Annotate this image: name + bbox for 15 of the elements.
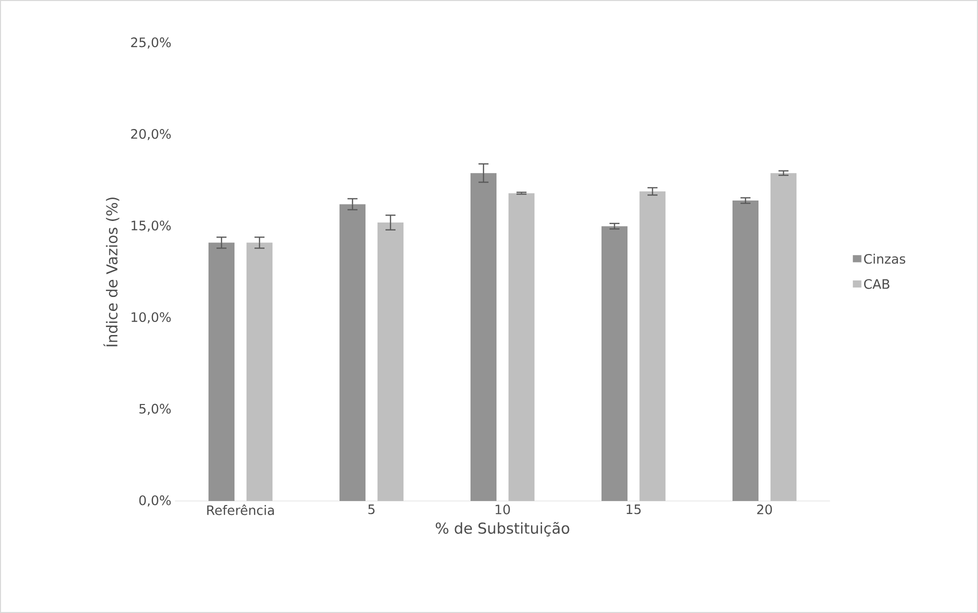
x-tick-label: 10 <box>496 504 510 514</box>
y-tick-label: 0,0% <box>139 495 171 507</box>
y-tick-label: 10,0% <box>132 312 171 324</box>
x-tick-label: Referência <box>207 504 274 516</box>
x-tick-label: 5 <box>368 504 375 514</box>
y-tick-label: 15,0% <box>132 220 171 232</box>
x-tick-label: 20 <box>757 504 772 514</box>
y-tick-label: 25,0% <box>131 37 171 49</box>
y-tick-label: 5,0% <box>139 404 171 415</box>
x-tick-label: 15 <box>626 504 641 514</box>
y-tick-label: 20,0% <box>131 129 171 140</box>
y-axis-title: Índice de Vazios (%) <box>103 198 120 347</box>
legend-label: Cinzas <box>864 254 906 264</box>
legend-label: CAB <box>864 279 890 289</box>
x-axis-title: % de Substituição <box>436 522 570 537</box>
